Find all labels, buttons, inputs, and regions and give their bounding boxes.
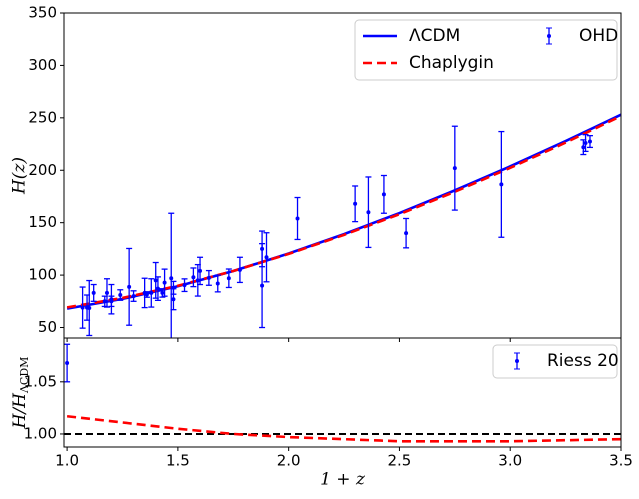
x-tick-label: 3.5 (609, 452, 633, 470)
data-point (155, 286, 160, 291)
data-point (206, 275, 211, 280)
x-tick-label: 1.0 (55, 452, 79, 470)
legend-box (492, 344, 618, 379)
data-point (144, 292, 149, 297)
data-point (237, 267, 242, 272)
x-tick-label: 3.0 (498, 452, 522, 470)
y-tick-label: 1.05 (24, 372, 57, 390)
legend-label: Chaplygin (409, 53, 494, 73)
data-point (381, 192, 386, 197)
data-point (404, 231, 409, 236)
data-point (366, 210, 371, 215)
data-point (452, 166, 457, 171)
legend-marker (515, 359, 519, 363)
data-point (131, 294, 136, 299)
y-tick-label: 300 (28, 56, 57, 74)
data-point (127, 284, 132, 289)
axes-frame (63, 337, 622, 448)
data-point (353, 201, 358, 206)
data-point (215, 281, 220, 286)
legend-marker (547, 34, 551, 38)
data-point (118, 293, 123, 298)
x-tick-label: 2.0 (277, 452, 301, 470)
series-line (66, 414, 621, 443)
x-axis-label: 1 + z (320, 470, 366, 490)
y-tick-label: 1.00 (24, 424, 57, 442)
data-point (195, 278, 200, 283)
data-point (87, 306, 92, 311)
data-point (65, 361, 70, 366)
series-line (66, 113, 621, 310)
data-point (153, 278, 158, 283)
y-tick-label: 150 (28, 213, 57, 231)
data-point (162, 280, 167, 285)
plot-area (64, 343, 621, 443)
data-point (587, 139, 592, 144)
legend-label: ΛCDM (409, 26, 460, 46)
data-point (581, 145, 586, 150)
y-axis-label: H/HΛCDM (10, 357, 32, 430)
legend-box (354, 19, 618, 81)
data-point (264, 255, 269, 260)
data-point (583, 141, 588, 145)
plot-area (66, 113, 621, 338)
series-line (66, 114, 621, 309)
data-point (171, 285, 176, 290)
data-point (160, 290, 165, 295)
data-point (198, 268, 203, 273)
data-point (104, 290, 109, 295)
y-axis-label-main: H/H (10, 392, 30, 430)
legend-label: OHD (579, 26, 618, 46)
data-point (109, 297, 114, 302)
data-point (102, 299, 107, 304)
data-point (260, 283, 265, 288)
data-point (80, 305, 85, 310)
data-point (171, 297, 176, 302)
y-tick-label: 100 (28, 266, 57, 284)
y-tick-label: 200 (28, 161, 57, 179)
y-tick-label: 350 (28, 4, 57, 22)
data-point (169, 276, 174, 281)
data-point (226, 276, 231, 281)
data-point (182, 283, 187, 288)
y-axis-label: H(z) (10, 157, 30, 195)
x-tick-label: 2.5 (388, 452, 412, 470)
data-point (91, 290, 96, 295)
data-point (295, 216, 300, 221)
data-point (191, 275, 196, 280)
y-tick-label: 250 (28, 108, 57, 126)
legend-label: Riess 20 (547, 351, 619, 371)
y-axis-label-subscript: ΛCDM (18, 357, 31, 394)
data-point (149, 290, 154, 295)
x-tick-label: 1.5 (166, 452, 190, 470)
data-point (499, 182, 504, 187)
y-tick-label: 50 (38, 318, 57, 336)
